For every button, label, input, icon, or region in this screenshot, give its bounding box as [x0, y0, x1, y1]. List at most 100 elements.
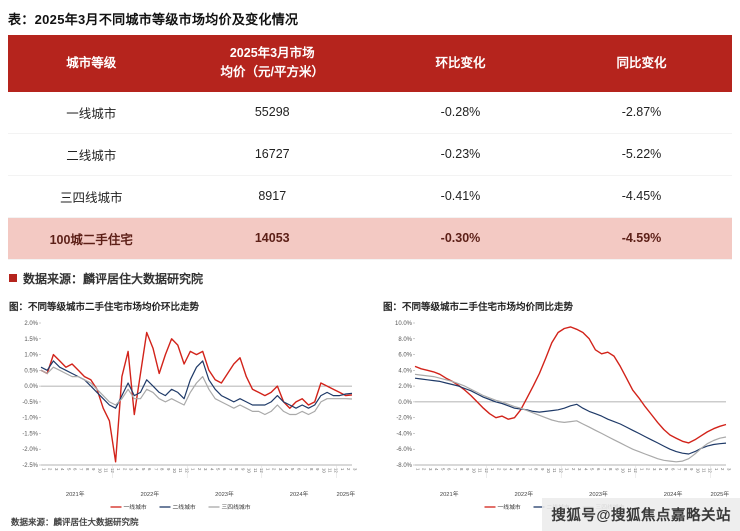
y-tick-label: 0.0% [24, 384, 38, 390]
col-header-price-line2: 均价（元/平方米） [220, 65, 324, 80]
x-tick-label: 11 [552, 468, 557, 473]
x-tick-label: 1 [116, 468, 121, 471]
yoy-cell: -2.87% [621, 105, 662, 120]
x-tick-label: 9 [465, 468, 470, 471]
legend-label: 二线城市 [173, 503, 196, 511]
x-tick-label: 7 [153, 468, 158, 471]
x-tick-label: 3 [54, 468, 59, 471]
x-tick-label: 3 [203, 468, 208, 471]
y-tick-label: -2.0% [22, 447, 38, 453]
y-tick-label: -2.0% [396, 415, 412, 421]
y-tick-label: -2.5% [22, 463, 38, 469]
x-tick-label: 7 [527, 468, 532, 471]
x-tick-label: 5 [141, 468, 146, 471]
legend-label: 一线城市 [124, 503, 147, 511]
x-tick-label: 7 [453, 468, 458, 471]
series-line [40, 366, 353, 415]
yoy-cell: -4.59% [621, 231, 662, 246]
x-tick-label: 6 [670, 468, 675, 471]
x-tick-label: 4 [434, 468, 439, 471]
x-tick-label: 7 [677, 468, 682, 471]
tier-cell: 二线城市 [66, 148, 117, 163]
x-tick-label: 1 [714, 468, 719, 471]
col-header-city-tier: 城市等级 [8, 35, 175, 92]
y-tick-label: -1.0% [22, 415, 38, 421]
year-label: 2021年 [66, 490, 85, 498]
y-tick-label: 2.0% [24, 321, 38, 327]
x-tick-label: 3 [577, 468, 582, 471]
x-tick-label: 1 [490, 468, 495, 471]
x-tick-label: 6 [296, 468, 301, 471]
x-tick-label: 3 [428, 468, 433, 471]
x-tick-label: 5 [290, 468, 295, 471]
x-tick-label: 2 [720, 468, 725, 471]
x-tick-label: 1 [565, 468, 570, 471]
x-tick-label: 9 [166, 468, 171, 471]
watermark: 搜狐号@搜狐焦点嘉略关站 [542, 498, 740, 531]
x-tick-label: 10 [621, 468, 626, 473]
y-tick-label: -4.0% [396, 431, 412, 437]
year-label: 2023年 [589, 490, 608, 498]
year-label: 2024年 [664, 490, 683, 498]
chart-mom-panel: 图：不同等级城市二手住宅市场均价环比走势 2.0% 1.5% 1.0% 0.5% 0.0… [5, 299, 359, 528]
yoy-cell: -4.45% [621, 189, 662, 204]
x-tick-label: 6 [521, 468, 526, 471]
x-tick-label: 5 [216, 468, 221, 471]
x-tick-label: 8 [234, 468, 239, 471]
y-tick-label: 4.0% [398, 368, 412, 374]
table-row: 二线城市 16727 -0.23% -5.22% [8, 133, 732, 176]
series-line [40, 360, 353, 409]
x-tick-label: 11 [253, 468, 258, 473]
x-tick-label: 3 [503, 468, 508, 471]
x-tick-label: 2 [48, 468, 53, 471]
series-line [414, 377, 727, 455]
x-tick-label: 3 [278, 468, 283, 471]
x-tick-label: 2 [571, 468, 576, 471]
year-label: 2025年 [336, 490, 355, 498]
x-tick-label: 8 [534, 468, 539, 471]
x-tick-label: 2 [272, 468, 277, 471]
table-header: 城市等级 2025年3月市场 均价（元/平方米） 环比变化 同比变化 [8, 35, 732, 92]
y-tick-label: 0.0% [398, 400, 412, 406]
y-tick-label: 8.0% [398, 337, 412, 343]
tier-cell: 三四线城市 [60, 190, 123, 205]
x-tick-label: 4 [583, 468, 588, 471]
x-tick-label: 2 [122, 468, 127, 471]
x-tick-label: 12 [484, 468, 489, 473]
x-tick-label: 7 [228, 468, 233, 471]
x-tick-label: 7 [602, 468, 607, 471]
chart-source-note: 数据来源：麟评居住大数据研究院 [11, 516, 139, 527]
x-tick-label: 10 [321, 468, 326, 473]
table-row: 100城二手住宅 14053 -0.30% -4.59% [8, 217, 732, 260]
x-tick-label: 7 [303, 468, 308, 471]
x-tick-label: 10 [172, 468, 177, 473]
x-tick-label: 4 [658, 468, 663, 471]
x-tick-label: 5 [515, 468, 520, 471]
x-tick-label: 8 [459, 468, 464, 471]
series-line [414, 373, 727, 463]
x-tick-label: 5 [66, 468, 71, 471]
x-tick-label: 9 [689, 468, 694, 471]
x-tick-label: 10 [695, 468, 700, 473]
x-tick-label: 5 [440, 468, 445, 471]
table-source-text: 数据来源：麟评居住大数据研究院 [23, 271, 204, 286]
x-tick-label: 4 [135, 468, 140, 471]
x-tick-label: 8 [608, 468, 613, 471]
x-tick-label: 1 [191, 468, 196, 471]
mom-cell: -0.23% [440, 147, 481, 162]
mom-cell: -0.30% [440, 231, 481, 246]
x-tick-label: 9 [540, 468, 545, 471]
x-tick-label: 10 [247, 468, 252, 473]
x-tick-label: 9 [614, 468, 619, 471]
series-line [40, 331, 353, 463]
charts-row: 图：不同等级城市二手住宅市场均价环比走势 2.0% 1.5% 1.0% 0.5% 0.0… [0, 299, 740, 528]
yoy-line-chart: 10.0% 8.0% 6.0% 4.0% 2.0% 0.0% -2.0% -4.0% -6.0%… [395, 321, 731, 511]
x-tick-label: 3 [726, 468, 731, 471]
y-tick-label: 1.5% [24, 337, 38, 343]
x-tick-label: 11 [104, 468, 109, 473]
x-tick-label: 4 [209, 468, 214, 471]
x-tick-label: 8 [683, 468, 688, 471]
x-tick-label: 2 [346, 468, 351, 471]
mom-line-chart: 2.0% 1.5% 1.0% 0.5% 0.0% -0.5% -1.0% -1.5% -2.0%… [22, 321, 357, 511]
chart-yoy-title: 图：不同等级城市二手住宅市场均价同比走势 [383, 301, 574, 313]
